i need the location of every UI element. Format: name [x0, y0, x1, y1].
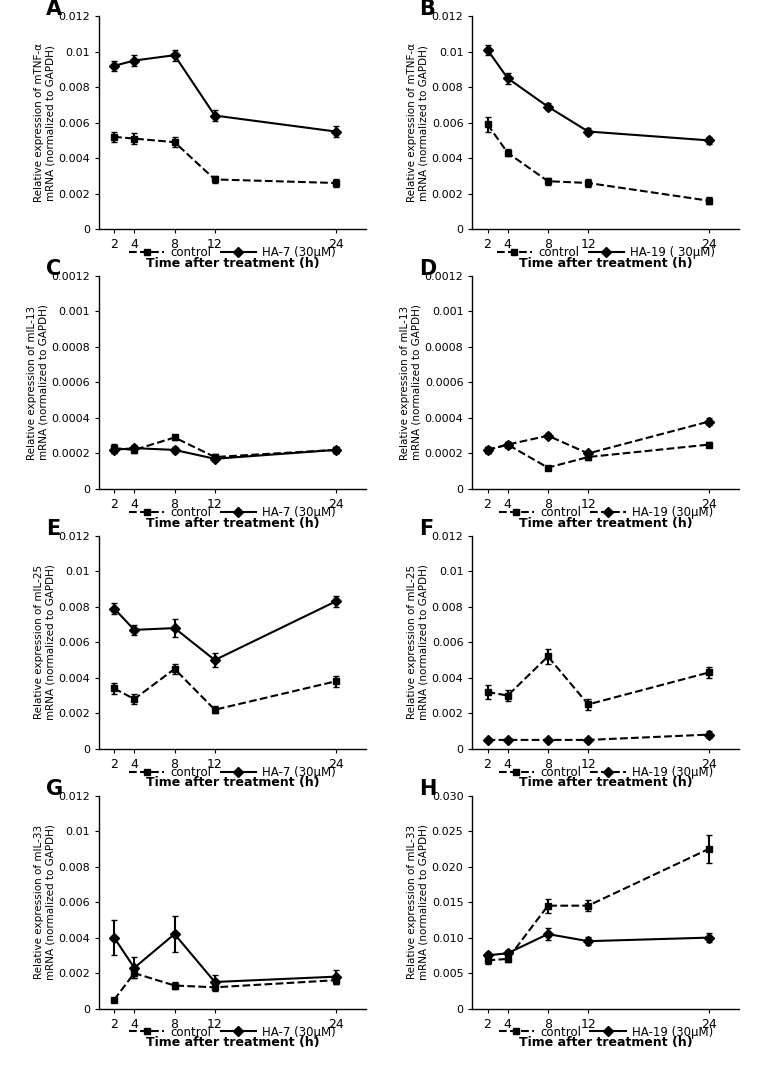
X-axis label: Time after treatment (h): Time after treatment (h) [146, 517, 319, 530]
X-axis label: Time after treatment (h): Time after treatment (h) [519, 256, 693, 269]
Y-axis label: Relative expression of mIL-13
mRNA (normalized to GAPDH): Relative expression of mIL-13 mRNA (norm… [400, 305, 422, 460]
Y-axis label: Relative expression of mIL-33
mRNA (normalized to GAPDH): Relative expression of mIL-33 mRNA (norm… [407, 824, 429, 980]
Legend: control, HA-7 (30μM): control, HA-7 (30μM) [129, 246, 336, 260]
X-axis label: Time after treatment (h): Time after treatment (h) [146, 777, 319, 789]
X-axis label: Time after treatment (h): Time after treatment (h) [519, 777, 693, 789]
Legend: control, HA-7 (30μM): control, HA-7 (30μM) [129, 766, 336, 779]
Text: E: E [46, 519, 60, 538]
Legend: control, HA-19 (30μM): control, HA-19 (30μM) [498, 766, 713, 779]
X-axis label: Time after treatment (h): Time after treatment (h) [519, 1036, 693, 1049]
Legend: control, HA-19 (30μM): control, HA-19 (30μM) [498, 1025, 713, 1038]
Legend: control, HA-7 (30μM): control, HA-7 (30μM) [129, 506, 336, 519]
Text: H: H [419, 779, 437, 799]
Text: G: G [46, 779, 62, 799]
Text: D: D [419, 258, 437, 279]
Text: B: B [419, 0, 435, 19]
X-axis label: Time after treatment (h): Time after treatment (h) [519, 517, 693, 530]
Y-axis label: Relative expression of mTNF-α
mRNA (normalized to GAPDH): Relative expression of mTNF-α mRNA (norm… [407, 43, 429, 202]
Y-axis label: Relative expression of mIL-25
mRNA (normalized to GAPDH): Relative expression of mIL-25 mRNA (norm… [34, 564, 56, 721]
Text: A: A [46, 0, 62, 19]
Text: F: F [419, 519, 434, 538]
Y-axis label: Relative expression of mTNF-α
mRNA (normalized to GAPDH): Relative expression of mTNF-α mRNA (norm… [34, 43, 56, 202]
Text: C: C [46, 258, 61, 279]
Legend: control, HA-19 ( 30μM): control, HA-19 ( 30μM) [497, 246, 715, 260]
Y-axis label: Relative expression of mIL-33
mRNA (normalized to GAPDH): Relative expression of mIL-33 mRNA (norm… [34, 824, 56, 980]
Y-axis label: Relative expression of mIL-13
mRNA (normalized to GAPDH): Relative expression of mIL-13 mRNA (norm… [27, 305, 49, 460]
X-axis label: Time after treatment (h): Time after treatment (h) [146, 1036, 319, 1049]
Legend: control, HA-7 (30μM): control, HA-7 (30μM) [129, 1025, 336, 1038]
Legend: control, HA-19 (30μM): control, HA-19 (30μM) [498, 506, 713, 519]
Y-axis label: Relative expression of mIL-25
mRNA (normalized to GAPDH): Relative expression of mIL-25 mRNA (norm… [407, 564, 429, 721]
X-axis label: Time after treatment (h): Time after treatment (h) [146, 256, 319, 269]
